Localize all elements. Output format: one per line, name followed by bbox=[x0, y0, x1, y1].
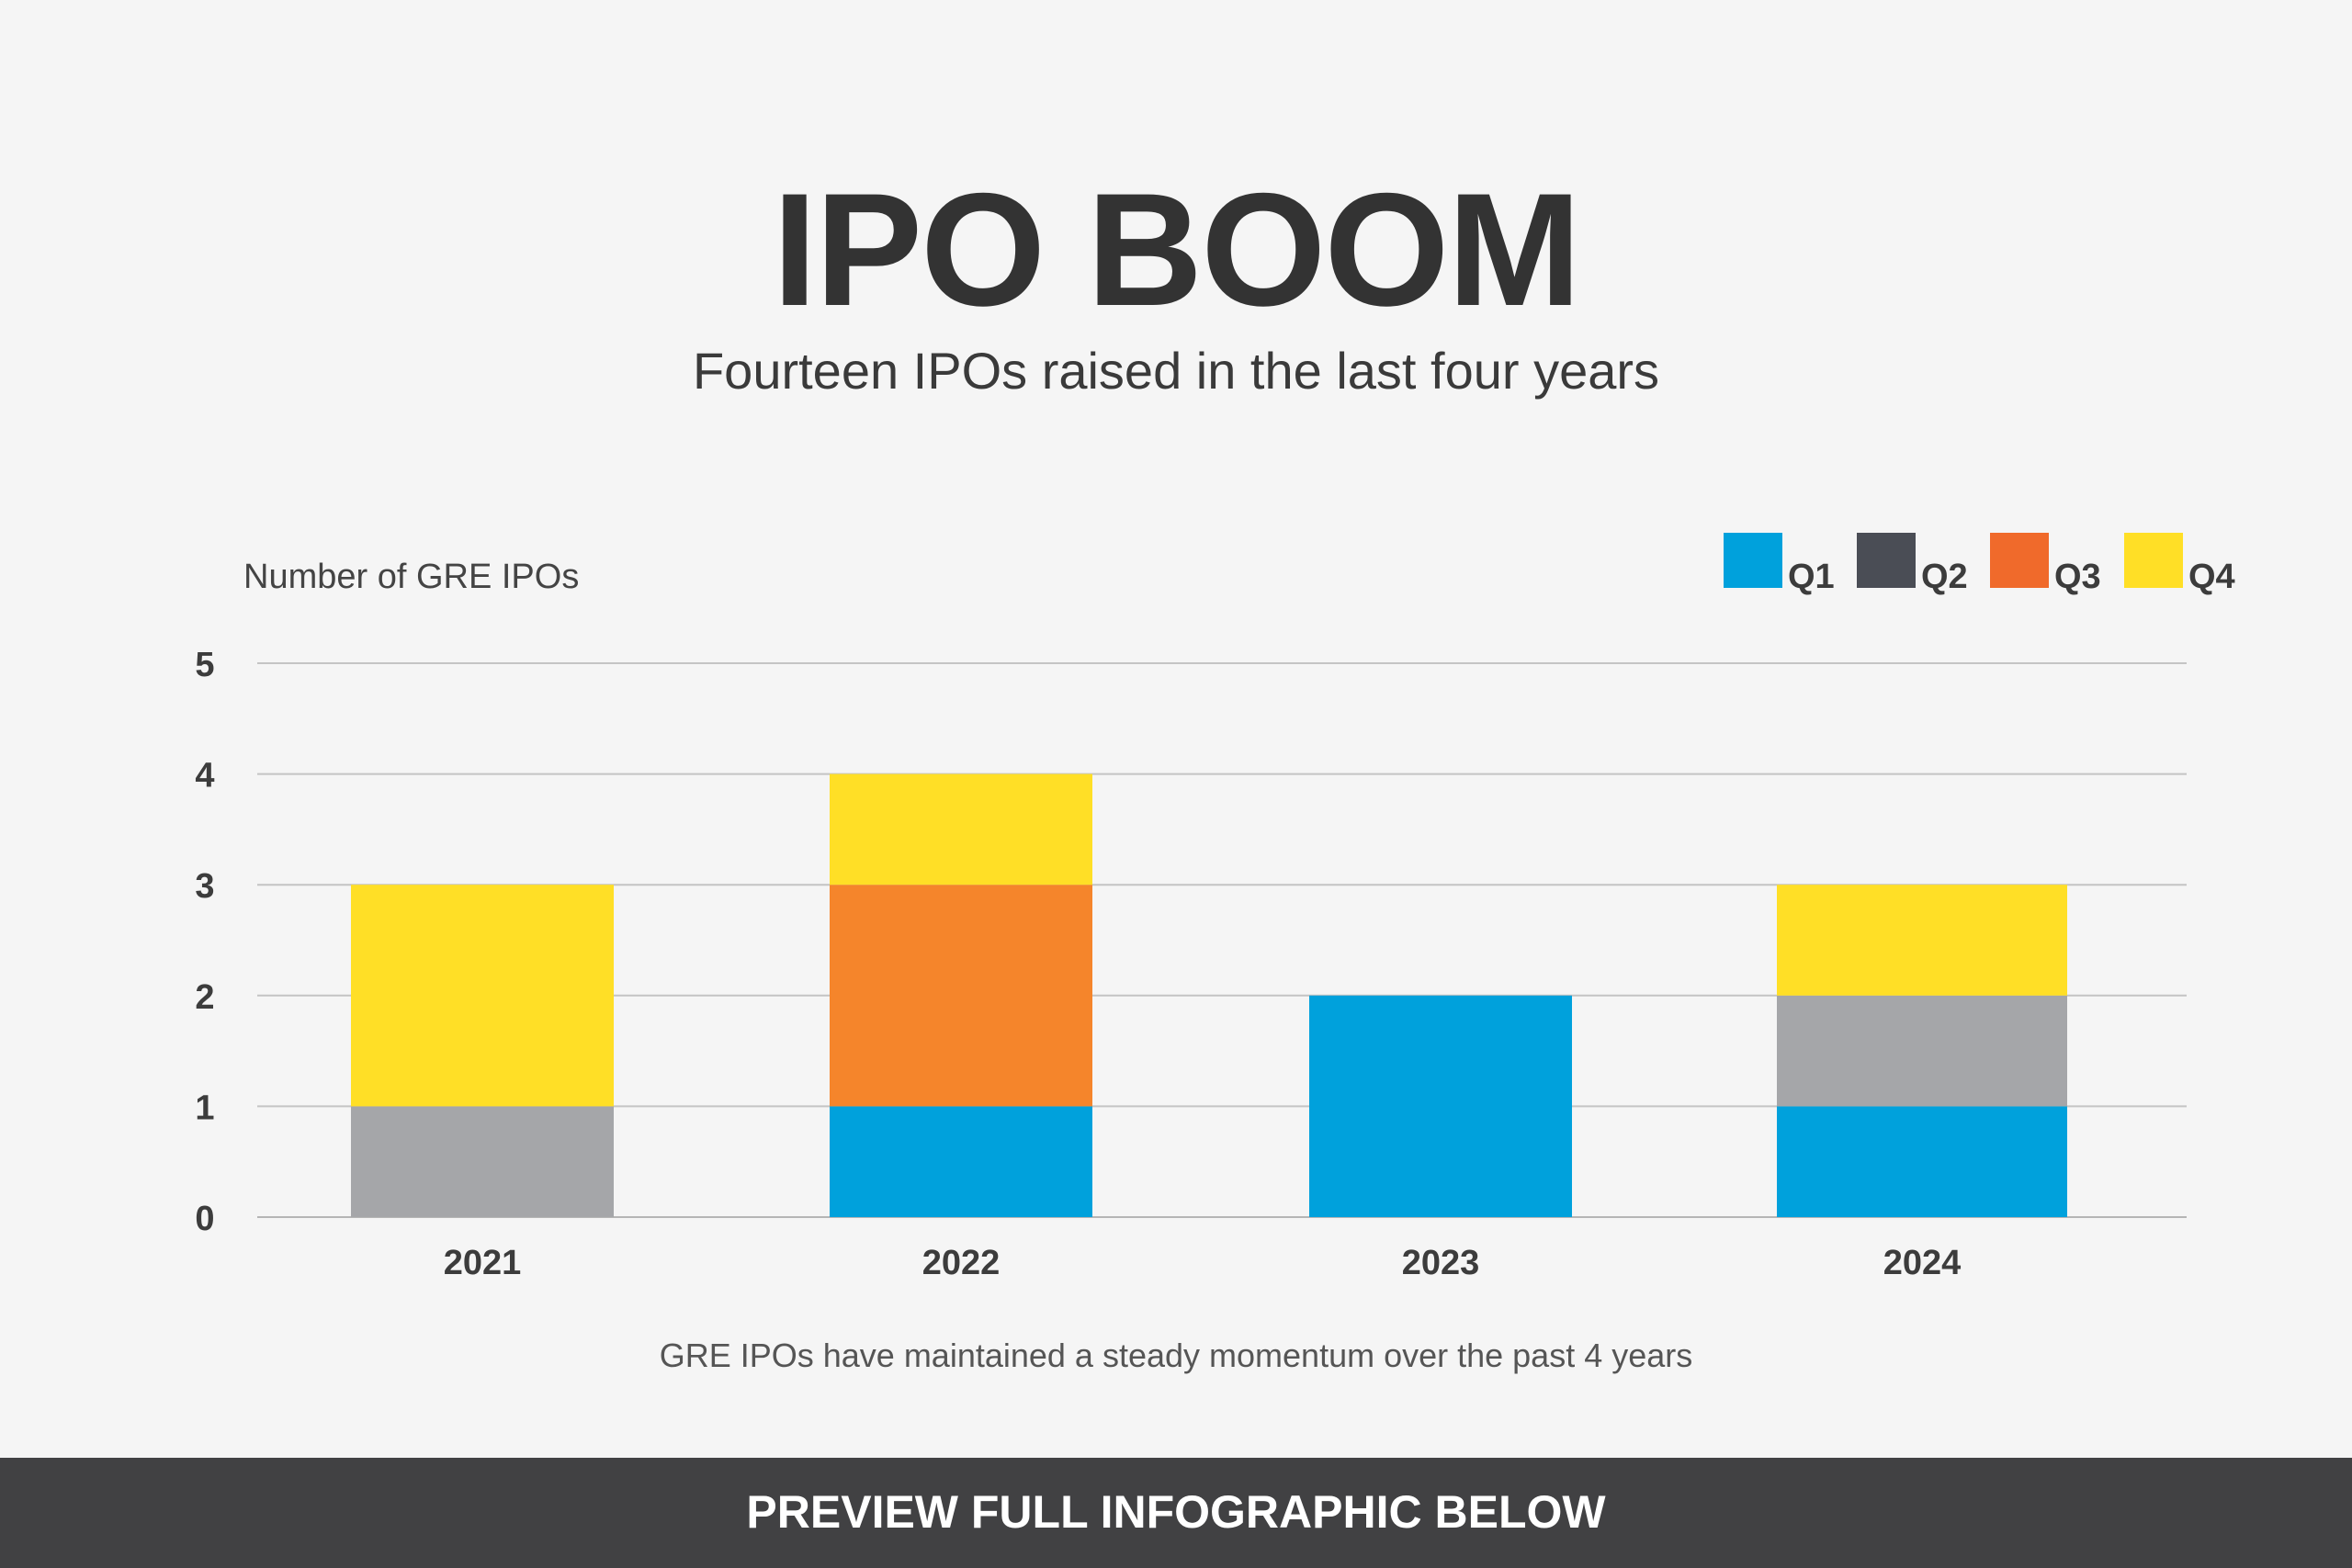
y-tick-label-5: 5 bbox=[195, 646, 214, 684]
bar-2022-q1 bbox=[830, 1106, 1092, 1217]
bar-2024-q1 bbox=[1777, 1106, 2067, 1217]
bar-2024-q4 bbox=[1777, 885, 2067, 996]
legend-swatch-q2 bbox=[1857, 533, 1916, 588]
preview-banner-label: PREVIEW FULL INFOGRAPHIC BELOW bbox=[746, 1486, 1606, 1538]
x-tick-label-2021: 2021 bbox=[444, 1244, 522, 1282]
bars bbox=[351, 773, 2067, 1217]
y-tick-label-0: 0 bbox=[195, 1200, 214, 1238]
bar-2022-q3 bbox=[830, 885, 1092, 1107]
legend-swatch-q3 bbox=[1990, 533, 2049, 588]
y-tick-label-1: 1 bbox=[195, 1089, 214, 1127]
legend-label-q3: Q3 bbox=[2054, 558, 2101, 596]
bar-2021-q2 bbox=[351, 1106, 614, 1217]
legend-label-q1: Q1 bbox=[1788, 558, 1835, 596]
x-tick-label-2022: 2022 bbox=[922, 1244, 1001, 1282]
bar-2021-q4 bbox=[351, 885, 614, 1107]
legend: Q1 Q2 Q3 Q4 bbox=[1724, 533, 2235, 596]
legend-label-q2: Q2 bbox=[1921, 558, 1968, 596]
y-tick-labels: 0 1 2 3 4 5 bbox=[195, 646, 214, 1238]
chart-subtitle: Fourteen IPOs raised in the last four ye… bbox=[692, 342, 1660, 400]
x-tick-labels: 2021 2022 2023 2024 bbox=[444, 1244, 1962, 1282]
y-tick-label-4: 4 bbox=[195, 757, 214, 795]
bar-2022-q4 bbox=[830, 773, 1092, 886]
chart-title: IPO BOOM bbox=[772, 161, 1581, 340]
chart-footnote: GRE IPOs have maintained a steady moment… bbox=[659, 1337, 1693, 1374]
preview-banner[interactable]: PREVIEW FULL INFOGRAPHIC BELOW bbox=[0, 1458, 2352, 1568]
x-tick-label-2024: 2024 bbox=[1883, 1244, 1962, 1282]
y-tick-label-3: 3 bbox=[195, 867, 214, 906]
y-tick-label-2: 2 bbox=[195, 978, 214, 1017]
legend-swatch-q4 bbox=[2124, 533, 2183, 588]
y-axis-label: Number of GRE IPOs bbox=[243, 558, 579, 596]
legend-swatch-q1 bbox=[1724, 533, 1782, 588]
x-tick-label-2023: 2023 bbox=[1402, 1244, 1480, 1282]
legend-label-q4: Q4 bbox=[2188, 558, 2235, 596]
bar-2023-q1 bbox=[1309, 995, 1572, 1217]
bar-2024-q2 bbox=[1777, 995, 2067, 1107]
